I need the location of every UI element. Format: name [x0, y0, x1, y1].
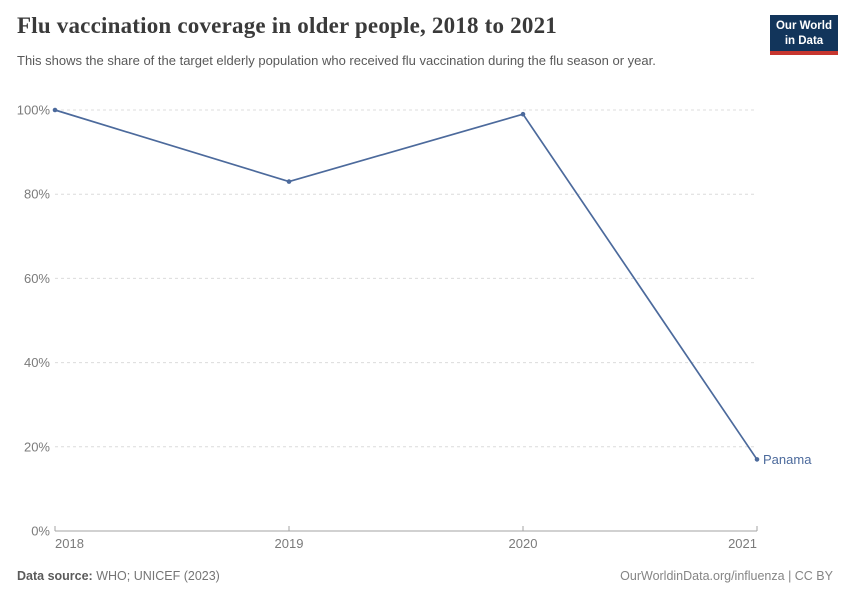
y-tick-label: 20%	[24, 439, 50, 454]
x-tick-label: 2019	[275, 536, 304, 551]
data-source-label: Data source:	[17, 569, 93, 583]
x-tick-label: 2018	[55, 536, 84, 551]
page-title: Flu vaccination coverage in older people…	[17, 13, 557, 38]
owid-logo: Our World in Data	[770, 15, 838, 56]
series-end-label[interactable]: Panama	[763, 452, 812, 467]
x-tick-label: 2021	[728, 536, 757, 551]
data-point[interactable]	[286, 179, 292, 184]
chart-subtitle: This shows the share of the target elder…	[17, 53, 656, 68]
y-tick-label: 60%	[24, 271, 50, 286]
owid-logo-line1: Our World	[775, 20, 832, 32]
y-tick-label: 40%	[24, 355, 50, 370]
series-line	[54, 109, 758, 460]
owid-logo-line2: in Data	[784, 34, 824, 47]
x-tick-label: 2020	[509, 536, 538, 551]
data-point[interactable]	[520, 111, 526, 117]
citation-link[interactable]: OurWorldinData.org/influenza | CC BY	[620, 569, 833, 583]
data-source-note: Data source: WHO; UNICEF (2023)	[17, 569, 220, 583]
y-tick-label: 0%	[31, 524, 50, 539]
data-point[interactable]	[754, 457, 760, 462]
y-tick-label: 80%	[24, 187, 50, 202]
y-tick-label: 100%	[17, 103, 51, 118]
data-point[interactable]	[52, 107, 58, 113]
data-source-value: WHO; UNICEF (2023)	[92, 569, 220, 583]
